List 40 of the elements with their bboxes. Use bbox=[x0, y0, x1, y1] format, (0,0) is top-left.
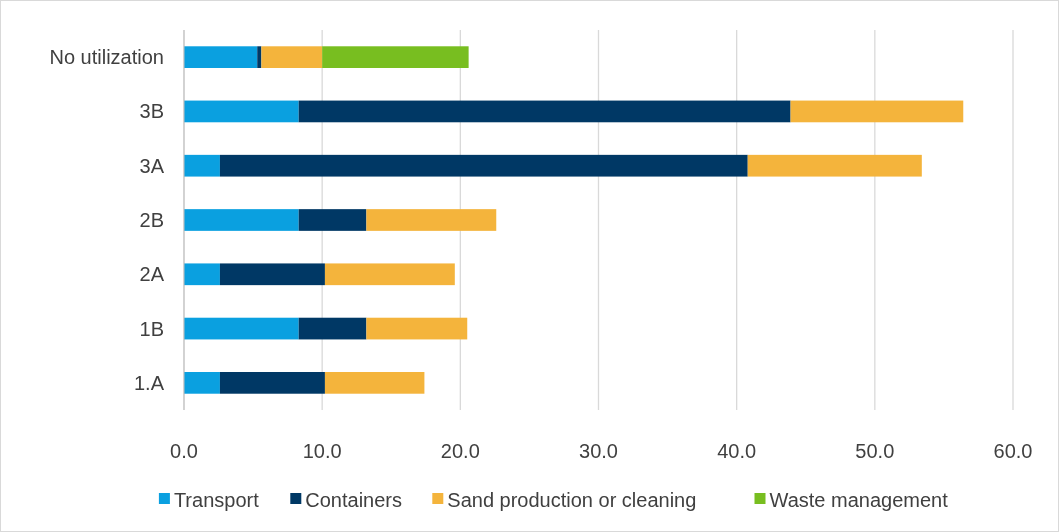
bar bbox=[184, 317, 299, 340]
y-tick-label: 3A bbox=[139, 154, 165, 177]
x-tick-label: 0.0 bbox=[170, 440, 198, 462]
bar bbox=[298, 209, 367, 231]
y-tick-label: No utilization bbox=[49, 46, 164, 69]
y-tick-label: 1.A bbox=[133, 371, 165, 394]
legend-label: Transport bbox=[173, 489, 260, 511]
bar bbox=[219, 263, 325, 286]
bar bbox=[324, 263, 455, 286]
bar bbox=[322, 46, 469, 68]
bar bbox=[790, 100, 964, 123]
y-tick-label: 2A bbox=[139, 263, 165, 286]
y-tick-label: 2B bbox=[139, 209, 164, 231]
bar bbox=[257, 46, 262, 68]
bar bbox=[261, 46, 323, 68]
bar bbox=[747, 154, 922, 177]
y-tick-label: 1B bbox=[139, 317, 164, 340]
bar bbox=[366, 209, 497, 231]
bar bbox=[366, 317, 468, 340]
x-tick-label: 20.0 bbox=[440, 440, 480, 462]
bar bbox=[184, 209, 299, 231]
bar bbox=[298, 100, 791, 123]
bar bbox=[219, 154, 748, 177]
x-tick-label: 10.0 bbox=[302, 440, 342, 462]
bar bbox=[324, 372, 425, 394]
bar bbox=[184, 100, 299, 123]
x-tick-label: 60.0 bbox=[993, 440, 1033, 462]
bar bbox=[184, 154, 220, 177]
bar bbox=[184, 263, 220, 286]
bar bbox=[298, 317, 367, 340]
legend-label: Waste management bbox=[769, 489, 949, 511]
x-tick-label: 40.0 bbox=[717, 440, 757, 462]
x-tick-label: 50.0 bbox=[855, 440, 895, 462]
bar bbox=[219, 372, 325, 394]
y-tick-label: 3B bbox=[139, 100, 164, 123]
x-tick-label: 30.0 bbox=[579, 440, 618, 462]
legend-label: Containers bbox=[305, 489, 403, 511]
bar bbox=[184, 372, 220, 394]
legend-label: Sand production or cleaning bbox=[447, 489, 697, 511]
bar bbox=[184, 46, 258, 68]
